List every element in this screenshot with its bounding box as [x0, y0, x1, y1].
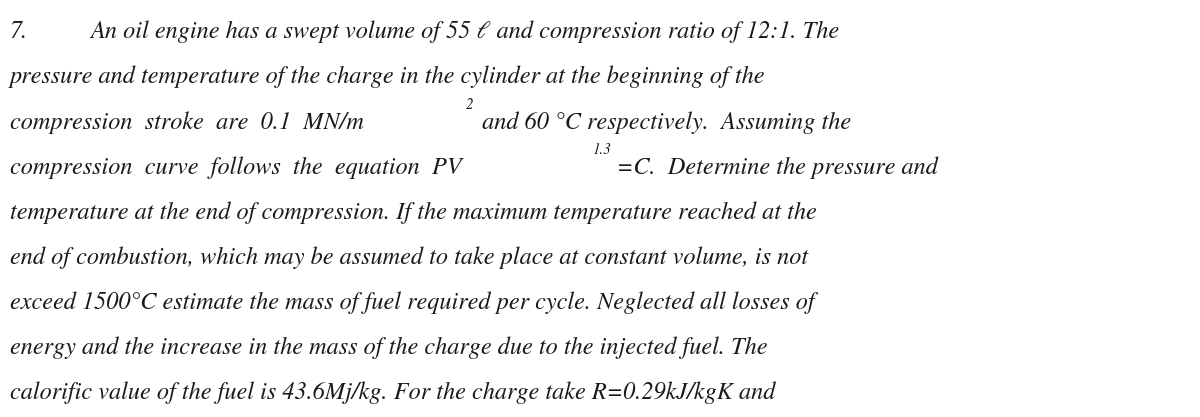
Text: temperature at the end of compression. If the maximum temperature reached at the: temperature at the end of compression. I…: [10, 201, 816, 224]
Text: 2: 2: [467, 98, 474, 112]
Text: and 60 °C respectively.  Assuming the: and 60 °C respectively. Assuming the: [476, 111, 851, 133]
Text: =C.  Determine the pressure and: =C. Determine the pressure and: [617, 156, 937, 178]
Text: pressure and temperature of the charge in the cylinder at the beginning of the: pressure and temperature of the charge i…: [10, 66, 766, 88]
Text: energy and the increase in the mass of the charge due to the injected fuel. The: energy and the increase in the mass of t…: [10, 336, 767, 359]
Text: compression  stroke  are  0.1  MN/m: compression stroke are 0.1 MN/m: [10, 111, 364, 133]
Text: An oil engine has a swept volume of 55 ℓ and compression ratio of 12:1. The: An oil engine has a swept volume of 55 ℓ…: [90, 21, 839, 43]
Text: compression  curve  follows  the  equation  PV: compression curve follows the equation P…: [10, 156, 461, 178]
Text: 1.3: 1.3: [593, 143, 611, 157]
Text: exceed 1500°C estimate the mass of fuel required per cycle. Neglected all losses: exceed 1500°C estimate the mass of fuel …: [10, 291, 815, 314]
Text: calorific value of the fuel is 43.6Mj/kg. For the charge take R=0.29kJ/kgK and: calorific value of the fuel is 43.6Mj/kg…: [10, 381, 775, 404]
Text: 7.: 7.: [10, 21, 28, 43]
Text: end of combustion, which may be assumed to take place at constant volume, is not: end of combustion, which may be assumed …: [10, 246, 808, 269]
